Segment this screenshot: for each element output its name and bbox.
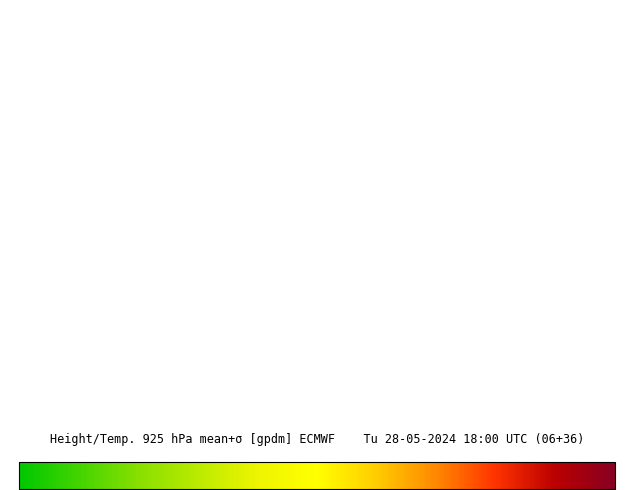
Text: Height/Temp. 925 hPa mean+σ [gpdm] ECMWF    Tu 28-05-2024 18:00 UTC (06+36): Height/Temp. 925 hPa mean+σ [gpdm] ECMWF… <box>50 433 584 446</box>
